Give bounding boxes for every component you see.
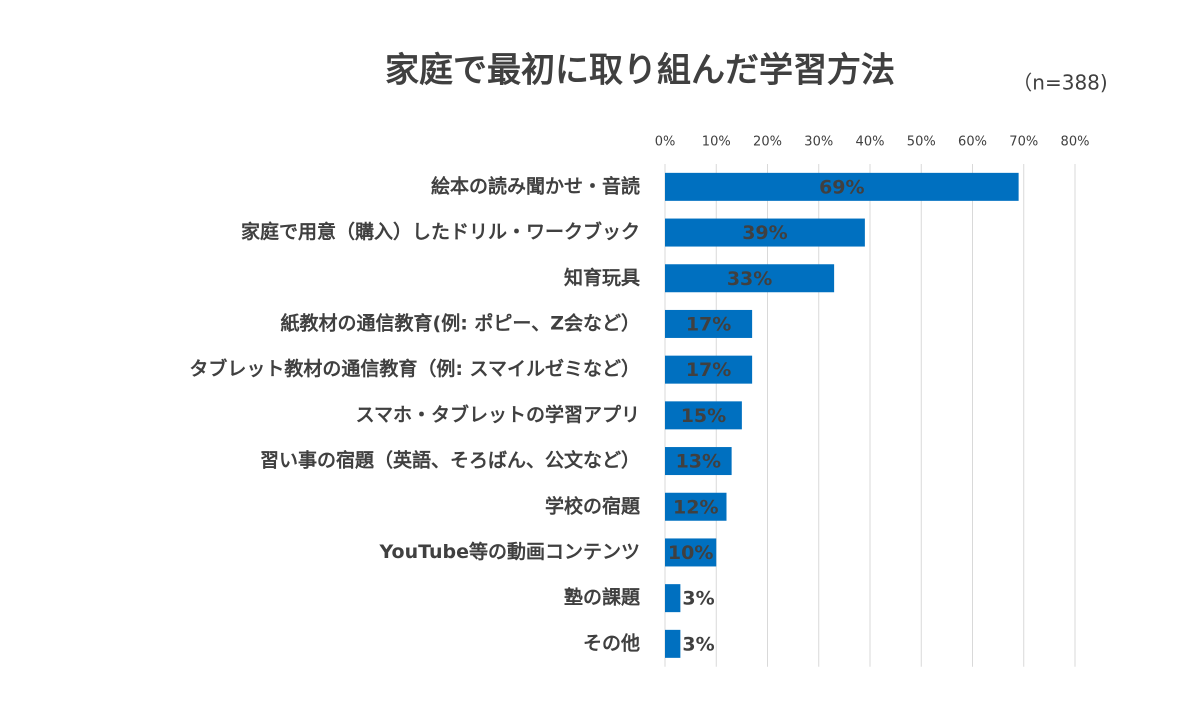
category-label: 塾の課題 — [564, 586, 641, 609]
category-label: 家庭で用意（購入）したドリル・ワークブック — [241, 220, 640, 243]
category-label: タブレット教材の通信教育（例: スマイルゼミなど） — [189, 357, 640, 380]
x-tick-label: 10% — [702, 135, 731, 150]
bar — [665, 629, 681, 658]
value-label: 69% — [819, 176, 864, 198]
value-label: 3% — [682, 588, 714, 610]
value-label: 33% — [727, 268, 772, 290]
x-tick-label: 80% — [1061, 135, 1090, 150]
bar — [665, 172, 1019, 201]
x-tick-label: 40% — [856, 135, 885, 150]
value-label: 3% — [682, 633, 714, 655]
category-label: スマホ・タブレットの学習アプリ — [356, 403, 640, 426]
value-label: 12% — [673, 496, 718, 518]
sample-size: （n=388) — [1012, 71, 1107, 95]
x-tick-label: 60% — [958, 135, 987, 150]
x-tick-label: 20% — [753, 135, 782, 150]
bar — [665, 492, 727, 521]
bar — [665, 538, 717, 567]
value-label: 10% — [668, 542, 713, 564]
category-label: 習い事の宿題（英語、そろばん、公文など） — [260, 449, 640, 472]
bar — [665, 447, 732, 476]
bar — [665, 264, 835, 293]
category-label: 学校の宿題 — [545, 494, 641, 517]
bar — [665, 309, 753, 338]
value-label: 17% — [686, 359, 731, 381]
bar — [665, 401, 742, 430]
category-label: 知育玩具 — [564, 266, 640, 289]
value-label: 15% — [681, 405, 726, 427]
bar — [665, 584, 681, 613]
x-tick-label: 50% — [907, 135, 936, 150]
bar — [665, 355, 753, 384]
chart-title: 家庭で最初に取り組んだ学習方法 — [385, 51, 895, 91]
x-tick-label: 0% — [655, 135, 676, 150]
value-label: 39% — [742, 222, 787, 244]
x-tick-label: 70% — [1009, 135, 1038, 150]
category-label: YouTube等の動画コンテンツ — [379, 540, 640, 563]
category-label: 紙教材の通信教育(例: ポピー、Z会など） — [281, 311, 640, 334]
bar — [665, 218, 865, 247]
value-label: 17% — [686, 313, 731, 335]
category-label: 絵本の読み聞かせ・音読 — [431, 174, 640, 197]
category-label: その他 — [583, 631, 640, 654]
value-label: 13% — [676, 451, 721, 473]
x-tick-label: 30% — [804, 135, 833, 150]
